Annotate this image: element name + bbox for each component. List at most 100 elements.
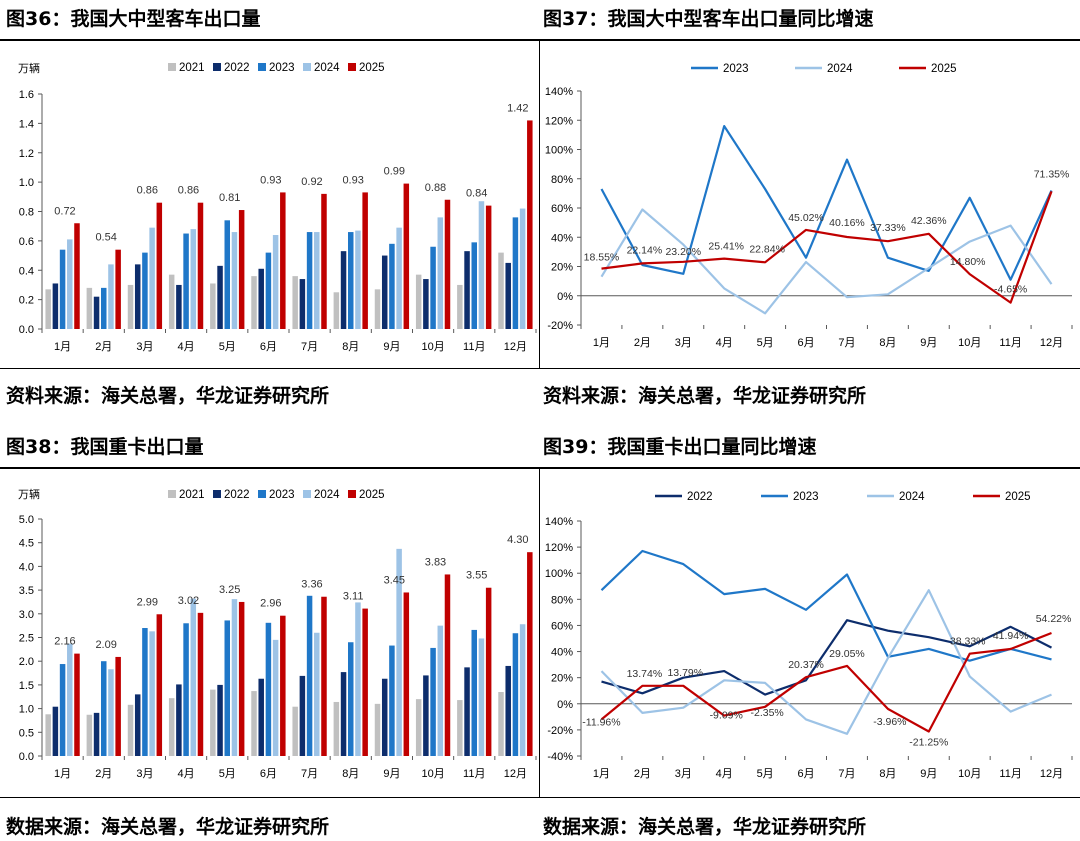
- fig36-bar-2023-3: [142, 252, 148, 329]
- fig37-y-tick-label: 20%: [551, 262, 573, 274]
- fig39-x-tick-label: 2月: [634, 768, 651, 780]
- fig36-chart: 0.0 0.2 0.4 0.6 0.8 1.0 1.2 1.4 1.6 1月 2月 3月 4月 5月 6月 7…: [18, 61, 537, 353]
- fig36-bar-2021-3: [127, 284, 134, 329]
- upper-bottom-rule: [0, 368, 1080, 369]
- fig39-legend-label-2024: 2024: [899, 491, 925, 503]
- fig36-legend-swatch-2024: [303, 63, 311, 71]
- fig36-legend-label-2021: 2021: [179, 62, 205, 74]
- fig39-legend-label-2022: 2022: [687, 491, 713, 503]
- fig38-x-tick-label: 9月: [383, 768, 400, 780]
- fig38-bar-2024-12: [519, 624, 526, 756]
- fig36-bar-2022-8: [340, 251, 347, 329]
- fig36-x-tick-label: 1月: [54, 341, 71, 353]
- fig36-x-tick-label: 9月: [383, 341, 400, 353]
- fig38-data-label-9: 3.45: [384, 574, 405, 586]
- fig36-bar-2021-12: [498, 252, 504, 329]
- fig36-bar-2024-5: [231, 232, 238, 329]
- fig38-legend-swatch-2023: [258, 490, 266, 498]
- fig36-legend-swatch-2022: [213, 63, 221, 71]
- fig36-bar-2023-2: [101, 287, 107, 329]
- fig36-bar-2025-2: [115, 249, 121, 329]
- fig38-bar-2025-2: [115, 656, 121, 756]
- fig38-x-tick-label: 5月: [219, 768, 236, 780]
- fig37-y-tick-label: -20%: [547, 320, 573, 332]
- fig39-title: 图39：我国重卡出口量同比增速: [543, 436, 817, 458]
- fig36-source: 资料来源：海关总署，华龙证券研究所: [6, 385, 330, 407]
- fig37-data-label-12: 71.35%: [1034, 168, 1070, 180]
- fig39-data-label-6: 20.37%: [788, 659, 824, 671]
- fig36-bar-2023-8: [348, 232, 354, 329]
- fig36-y-tick-label: 1.2: [19, 148, 34, 160]
- fig38-chart: 0.0 0.5 1.0 1.5 2.0 2.5 3.0 3.5 4.0 4.5 5.0 1月 2月 3月 4…: [18, 487, 537, 780]
- fig38-bar-2022-4: [176, 684, 182, 756]
- fig38-bar-2021-8: [333, 701, 340, 756]
- fig38-bar-2023-5: [224, 620, 230, 756]
- fig38-data-label-1: 2.16: [54, 636, 75, 648]
- fig38-bar-2023-6: [265, 622, 272, 756]
- fig36-title: 图36：我国大中型客车出口量: [6, 8, 261, 30]
- fig38-data-label-12: 4.30: [507, 534, 528, 546]
- fig36-data-label-10: 0.88: [425, 182, 446, 194]
- fig38-legend-label-2024: 2024: [314, 489, 340, 501]
- fig37-y-tick-label: 100%: [545, 145, 573, 157]
- fig38-x-tick-label: 2月: [95, 768, 112, 780]
- fig38-source: 数据来源：海关总署，华龙证券研究所: [6, 816, 330, 838]
- fig36-bar-2024-1: [67, 239, 73, 329]
- fig36-bar-2021-6: [251, 276, 257, 329]
- fig39-data-label-1: -11.96%: [582, 716, 620, 728]
- fig38-bar-2025-7: [321, 596, 327, 756]
- fig39-x-tick-label: 1月: [593, 768, 610, 780]
- fig36-bar-2022-12: [505, 262, 511, 329]
- fig38-x-tick-label: 1月: [54, 768, 71, 780]
- fig38-x-tick-label: 4月: [178, 768, 195, 780]
- fig36-bar-2024-12: [519, 208, 526, 329]
- fig39-x-tick-label: 3月: [675, 768, 692, 780]
- fig39-y-tick-label: 100%: [545, 568, 573, 580]
- fig39-legend-label-2023: 2023: [793, 491, 819, 503]
- fig36-data-label-3: 0.86: [137, 185, 158, 197]
- fig36-x-tick-label: 12月: [504, 341, 527, 353]
- fig37-data-label-6: 45.02%: [788, 212, 824, 224]
- fig38-y-tick-label: 4.5: [19, 538, 34, 550]
- fig37-data-label-9: 42.36%: [911, 215, 947, 227]
- fig37-x-tick-label: 11月: [999, 337, 1021, 349]
- fig36-bar-2021-2: [86, 287, 93, 329]
- fig36-y-tick-label: 0.0: [19, 324, 34, 336]
- fig36-bar-2022-6: [258, 268, 264, 329]
- fig38-bar-2023-8: [348, 642, 354, 756]
- fig36-y-tick-label: 1.6: [19, 89, 34, 101]
- fig38-bar-2024-2: [108, 669, 114, 756]
- fig38-bar-2025-4: [197, 612, 204, 756]
- fig38-data-label-10: 3.83: [425, 556, 446, 568]
- fig36-legend-label-2025: 2025: [359, 62, 385, 74]
- fig37-data-label-10: 14.80%: [950, 256, 986, 268]
- fig38-bar-2025-3: [156, 614, 163, 756]
- fig38-y-tick-label: 2.0: [19, 656, 34, 668]
- fig36-bar-2025-10: [444, 199, 451, 329]
- fig36-bar-2021-8: [333, 292, 340, 329]
- fig36-bar-2022-1: [52, 283, 59, 329]
- fig38-y-tick-label: 1.5: [19, 680, 34, 692]
- fig37-legend-label-2025: 2025: [931, 63, 957, 75]
- fig38-bar-2024-1: [67, 643, 73, 756]
- fig36-bar-2024-7: [314, 232, 320, 329]
- fig37-y-tick-label: 120%: [545, 115, 573, 127]
- fig38-x-tick-label: 8月: [342, 768, 359, 780]
- fig38-bar-2024-11: [478, 638, 485, 756]
- fig38-bar-2023-7: [306, 595, 313, 756]
- fig36-x-tick-label: 2月: [95, 341, 112, 353]
- fig38-bar-2024-7: [314, 632, 320, 756]
- fig38-y-tick-label: 3.5: [19, 585, 34, 597]
- fig37-y-tick-label: 40%: [551, 232, 573, 244]
- fig37-data-label-5: 22.84%: [749, 243, 785, 255]
- lower-top-rule: [0, 467, 1080, 469]
- fig38-bar-2025-8: [362, 608, 368, 756]
- fig38-data-label-4: 3.02: [178, 595, 199, 607]
- fig37-source: 资料来源：海关总署，华龙证券研究所: [543, 385, 867, 407]
- fig36-bar-2023-12: [512, 217, 519, 329]
- fig37-x-tick-label: 5月: [757, 337, 774, 349]
- fig37-x-tick-label: 9月: [920, 337, 937, 349]
- fig36-bar-2023-1: [59, 249, 66, 329]
- fig37-data-label-2: 22.14%: [627, 244, 663, 256]
- fig36-y-tick-label: 1.4: [19, 118, 34, 130]
